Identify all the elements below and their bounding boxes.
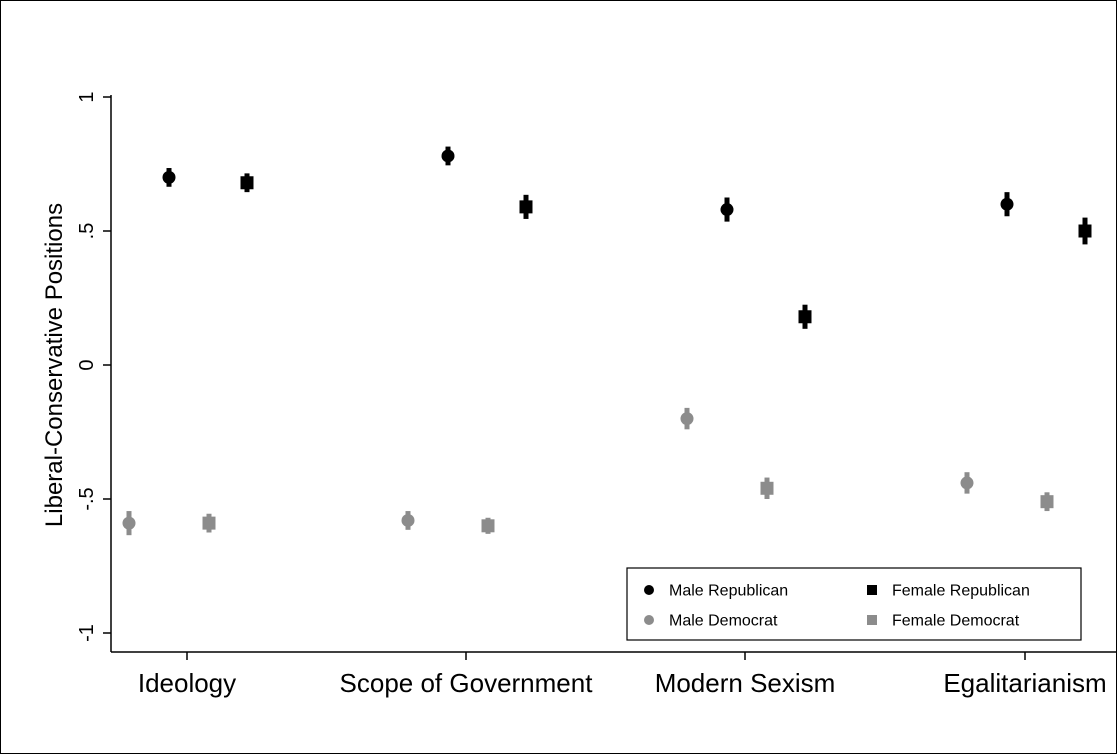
- legend-marker-circle: [644, 585, 654, 595]
- data-point-circle: [680, 412, 694, 426]
- x-tick-label: Scope of Government: [340, 668, 594, 698]
- data-point-square: [519, 200, 533, 214]
- legend-box: [626, 567, 1082, 641]
- data-point-circle: [960, 476, 974, 490]
- data-point-square: [240, 176, 254, 190]
- legend-marker-square: [867, 585, 877, 595]
- axes: 1 .5 0 -.5 -1 Liberal-Conservative Positions I…: [41, 91, 1117, 698]
- legend-label: Female Democrat: [892, 613, 1020, 630]
- data-point-square: [760, 481, 774, 495]
- x-tick-label: Egalitarianism: [943, 668, 1106, 698]
- data-marks: [122, 146, 1092, 536]
- data-point-circle: [441, 149, 455, 163]
- y-tick-label: 0: [76, 359, 98, 370]
- y-tick-label: 1: [76, 91, 98, 102]
- legend-label: Female Republican: [892, 583, 1030, 600]
- data-point-square: [481, 519, 495, 533]
- data-point-circle: [162, 170, 176, 184]
- data-point-square: [798, 310, 812, 324]
- data-point-circle: [401, 513, 415, 527]
- legend-marker-square: [867, 615, 877, 625]
- data-point-circle: [122, 516, 136, 530]
- legend-label: Male Democrat: [669, 613, 778, 630]
- y-axis-title: Liberal-Conservative Positions: [41, 203, 68, 527]
- data-point-circle: [1000, 197, 1014, 211]
- legend: Male Republican Female Republican Male Dem…: [626, 567, 1082, 641]
- legend-marker-circle: [644, 615, 654, 625]
- x-tick-label: Modern Sexism: [655, 668, 836, 698]
- x-tick-label: Ideology: [138, 668, 236, 698]
- data-point-square: [1040, 495, 1054, 509]
- y-tick-label: -1: [76, 624, 98, 642]
- data-point-square: [202, 516, 216, 530]
- data-point-square: [1078, 224, 1092, 238]
- y-tick-label: -.5: [76, 487, 98, 510]
- data-point-circle: [720, 203, 734, 217]
- legend-label: Male Republican: [669, 583, 788, 600]
- y-tick-label: .5: [76, 223, 98, 240]
